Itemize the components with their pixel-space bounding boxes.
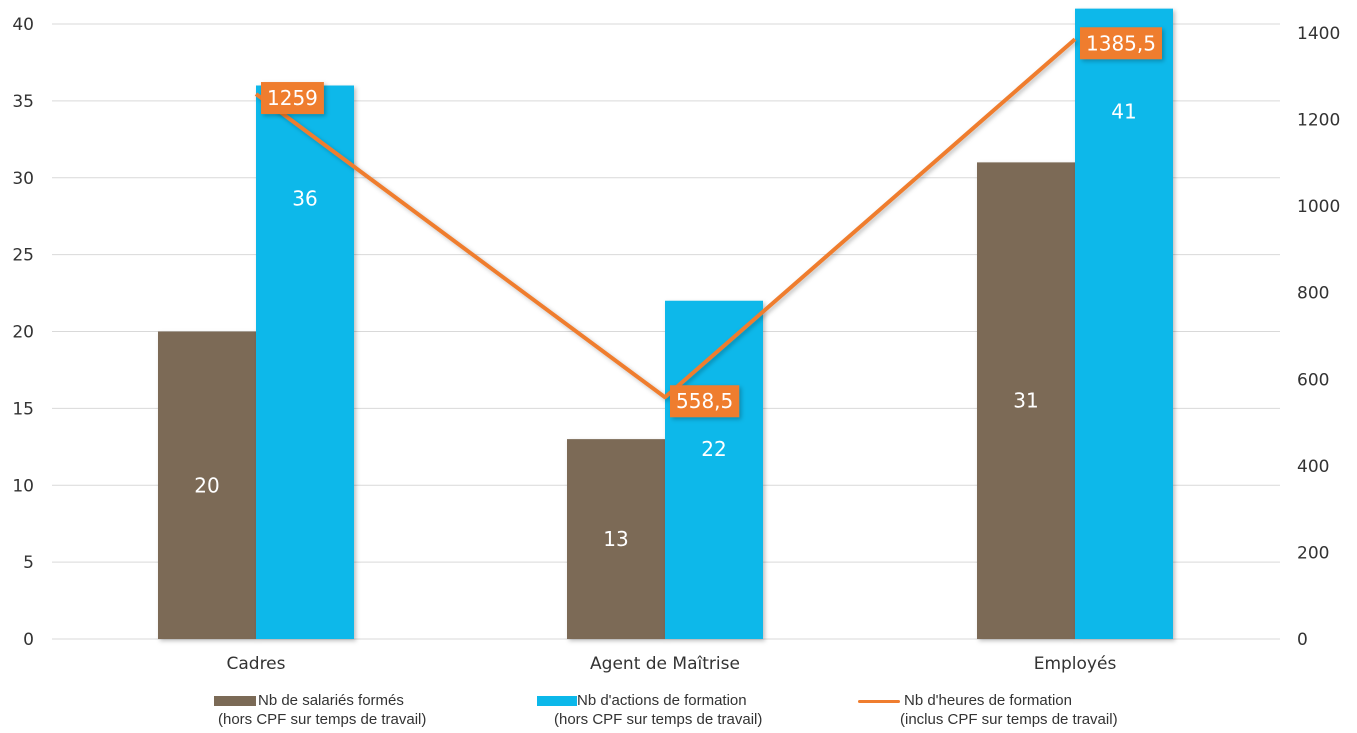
right-tick-label: 1000 xyxy=(1297,197,1340,217)
left-tick-label: 30 xyxy=(12,169,34,189)
left-tick-label: 5 xyxy=(23,553,34,573)
right-tick-label: 1400 xyxy=(1297,24,1340,44)
category-label: Agent de Maîtrise xyxy=(590,654,740,674)
left-tick-label: 20 xyxy=(12,323,34,343)
right-tick-label: 600 xyxy=(1297,370,1329,390)
bar-actions[interactable] xyxy=(256,85,354,640)
line-heures[interactable] xyxy=(254,37,1077,400)
legend-label-actions: Nb d'actions de formation xyxy=(577,692,747,709)
left-tick-label: 15 xyxy=(12,399,34,419)
legend-detail-heures: (inclus CPF sur temps de travail) xyxy=(900,711,1118,728)
bars: 20 13 31 36 22 41 xyxy=(158,8,1173,640)
bar-label-actions: 22 xyxy=(701,437,726,461)
left-tick-label: 40 xyxy=(12,15,34,35)
line-data-label: 558,5 xyxy=(670,385,740,418)
bar-label-actions: 41 xyxy=(1111,100,1136,124)
bar-salaries[interactable] xyxy=(977,162,1075,639)
bar-salaries[interactable] xyxy=(567,439,665,639)
line-data-label: 1259 xyxy=(261,82,324,115)
line-data-label: 1385,5 xyxy=(1080,27,1162,60)
category-label: Employés xyxy=(1034,654,1117,674)
right-tick-label: 400 xyxy=(1297,457,1329,477)
legend: Nb de salariés formés (hors CPF sur temp… xyxy=(0,691,1357,733)
line-label-text: 1385,5 xyxy=(1086,31,1156,55)
bar-actions[interactable] xyxy=(1075,8,1173,639)
left-tick-label: 25 xyxy=(12,246,34,266)
left-tick-label: 0 xyxy=(23,630,34,650)
category-label: Cadres xyxy=(226,654,285,674)
line-label-text: 1259 xyxy=(267,86,318,110)
chart: 0 5 10 15 20 25 30 35 40 0 200 400 600 800 1000 1200 14… xyxy=(12,8,1340,674)
line-label-text: 558,5 xyxy=(676,389,733,413)
legend-swatch-salaries xyxy=(214,696,256,706)
left-tick-label: 35 xyxy=(12,92,34,112)
right-tick-label: 0 xyxy=(1297,630,1308,650)
line-label-box xyxy=(1080,27,1162,60)
bar-label-salaries: 31 xyxy=(1013,389,1038,413)
left-tick-label: 10 xyxy=(12,476,34,496)
legend-swatch-actions xyxy=(537,696,577,706)
bar-label-salaries: 20 xyxy=(194,473,219,497)
right-tick-label: 200 xyxy=(1297,543,1329,563)
legend-detail-actions: (hors CPF sur temps de travail) xyxy=(554,711,763,728)
line-label-box xyxy=(261,82,324,115)
legend-detail-salaries: (hors CPF sur temps de travail) xyxy=(218,711,427,728)
right-axis: 0 200 400 600 800 1000 1200 1400 xyxy=(1297,24,1340,650)
right-tick-label: 1200 xyxy=(1297,111,1340,131)
bar-label-actions: 36 xyxy=(292,187,317,211)
right-tick-label: 800 xyxy=(1297,284,1329,304)
legend-label-heures: Nb d'heures de formation xyxy=(904,692,1072,709)
bar-salaries[interactable] xyxy=(158,331,256,640)
category-axis: Cadres Agent de Maîtrise Employés xyxy=(226,654,1116,674)
left-axis: 0 5 10 15 20 25 30 35 40 xyxy=(12,15,34,650)
legend-label-salaries: Nb de salariés formés xyxy=(258,692,404,709)
bar-actions[interactable] xyxy=(665,300,763,639)
line-series: 1259 558,5 1385,5 xyxy=(254,27,1162,418)
bar-label-salaries: 13 xyxy=(603,527,628,551)
legend-line-heures xyxy=(858,700,900,703)
line-label-box xyxy=(670,385,740,418)
